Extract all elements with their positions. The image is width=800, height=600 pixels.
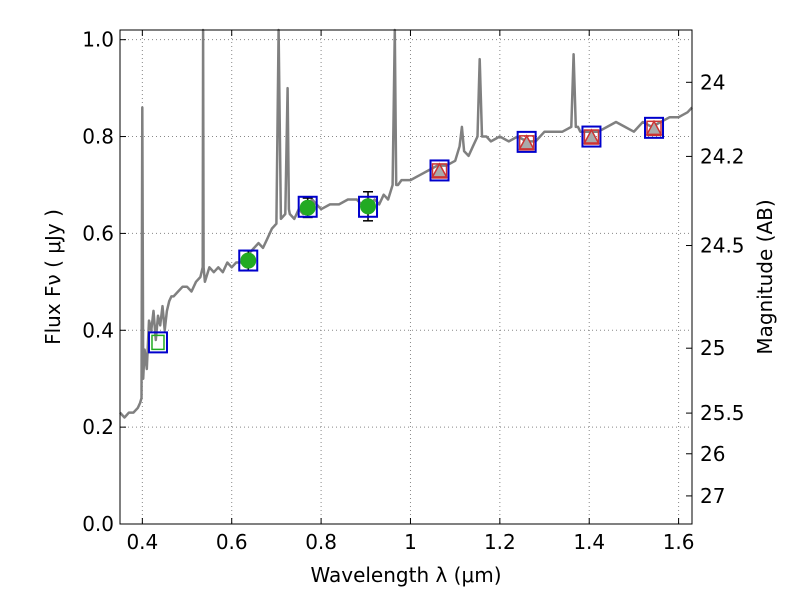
y2-tick-label: 25.5 — [700, 401, 745, 425]
photometry-box — [644, 116, 665, 139]
y2-tick-label: 25 — [700, 336, 725, 360]
photometry-box — [238, 249, 259, 272]
y2-tick-label: 26 — [700, 442, 725, 466]
y-axis-title: Flux Fν ( μJy ) — [41, 209, 65, 345]
detection-point — [240, 252, 257, 269]
photometry-box — [581, 125, 602, 148]
photometry-box — [358, 195, 379, 218]
upper-limit-box — [431, 163, 448, 179]
plot-frame — [119, 29, 693, 525]
y2-axis-title: Magnitude (AB) — [753, 199, 777, 354]
y-tick-label: 0.0 — [82, 512, 114, 536]
x-axis-title: Wavelength λ (μm) — [310, 563, 501, 587]
plot-area — [119, 28, 693, 419]
x-tick-label: 0.6 — [216, 530, 248, 554]
detection-point — [299, 199, 316, 216]
photometry-box — [429, 159, 450, 182]
y-tick-label: 0.6 — [82, 221, 114, 245]
x-tick-label: 1.6 — [663, 530, 695, 554]
photometry-box — [516, 130, 537, 153]
model-spectrum-line — [119, 28, 693, 419]
upper-limit-marker — [518, 134, 535, 150]
detection-point — [360, 198, 377, 215]
y2-tick-label: 27 — [700, 484, 725, 508]
x-tick-label: 1.4 — [573, 530, 605, 554]
y-tick-label: 0.4 — [82, 318, 114, 342]
photometry-box — [297, 195, 318, 218]
axis-ticks: 0.4 0.6 0.8 1 1.2 1.4 1.6 0.0 0.2 0.4 0.6 0.8 1.0 24 2… — [82, 28, 744, 554]
y-tick-label: 0.8 — [82, 125, 114, 149]
y2-tick-label: 24 — [700, 70, 725, 94]
upper-limit-marker — [151, 334, 165, 351]
upper-limit-box — [518, 135, 535, 151]
x-tick-label: 0.4 — [126, 530, 158, 554]
upper-limit-box — [583, 129, 600, 145]
upper-limit-marker — [431, 162, 448, 178]
x-tick-label: 1.2 — [484, 530, 516, 554]
y2-tick-label: 24.5 — [700, 234, 745, 258]
photometry-box — [147, 331, 168, 354]
y-tick-label: 1.0 — [82, 28, 114, 52]
upper-limit-marker — [583, 128, 600, 144]
upper-limit-box — [646, 120, 662, 137]
y2-tick-label: 24.2 — [700, 144, 745, 168]
upper-limit-marker — [645, 119, 663, 136]
x-tick-label: 0.8 — [305, 530, 337, 554]
x-tick-label: 1 — [404, 530, 417, 554]
y-tick-label: 0.2 — [82, 415, 114, 439]
